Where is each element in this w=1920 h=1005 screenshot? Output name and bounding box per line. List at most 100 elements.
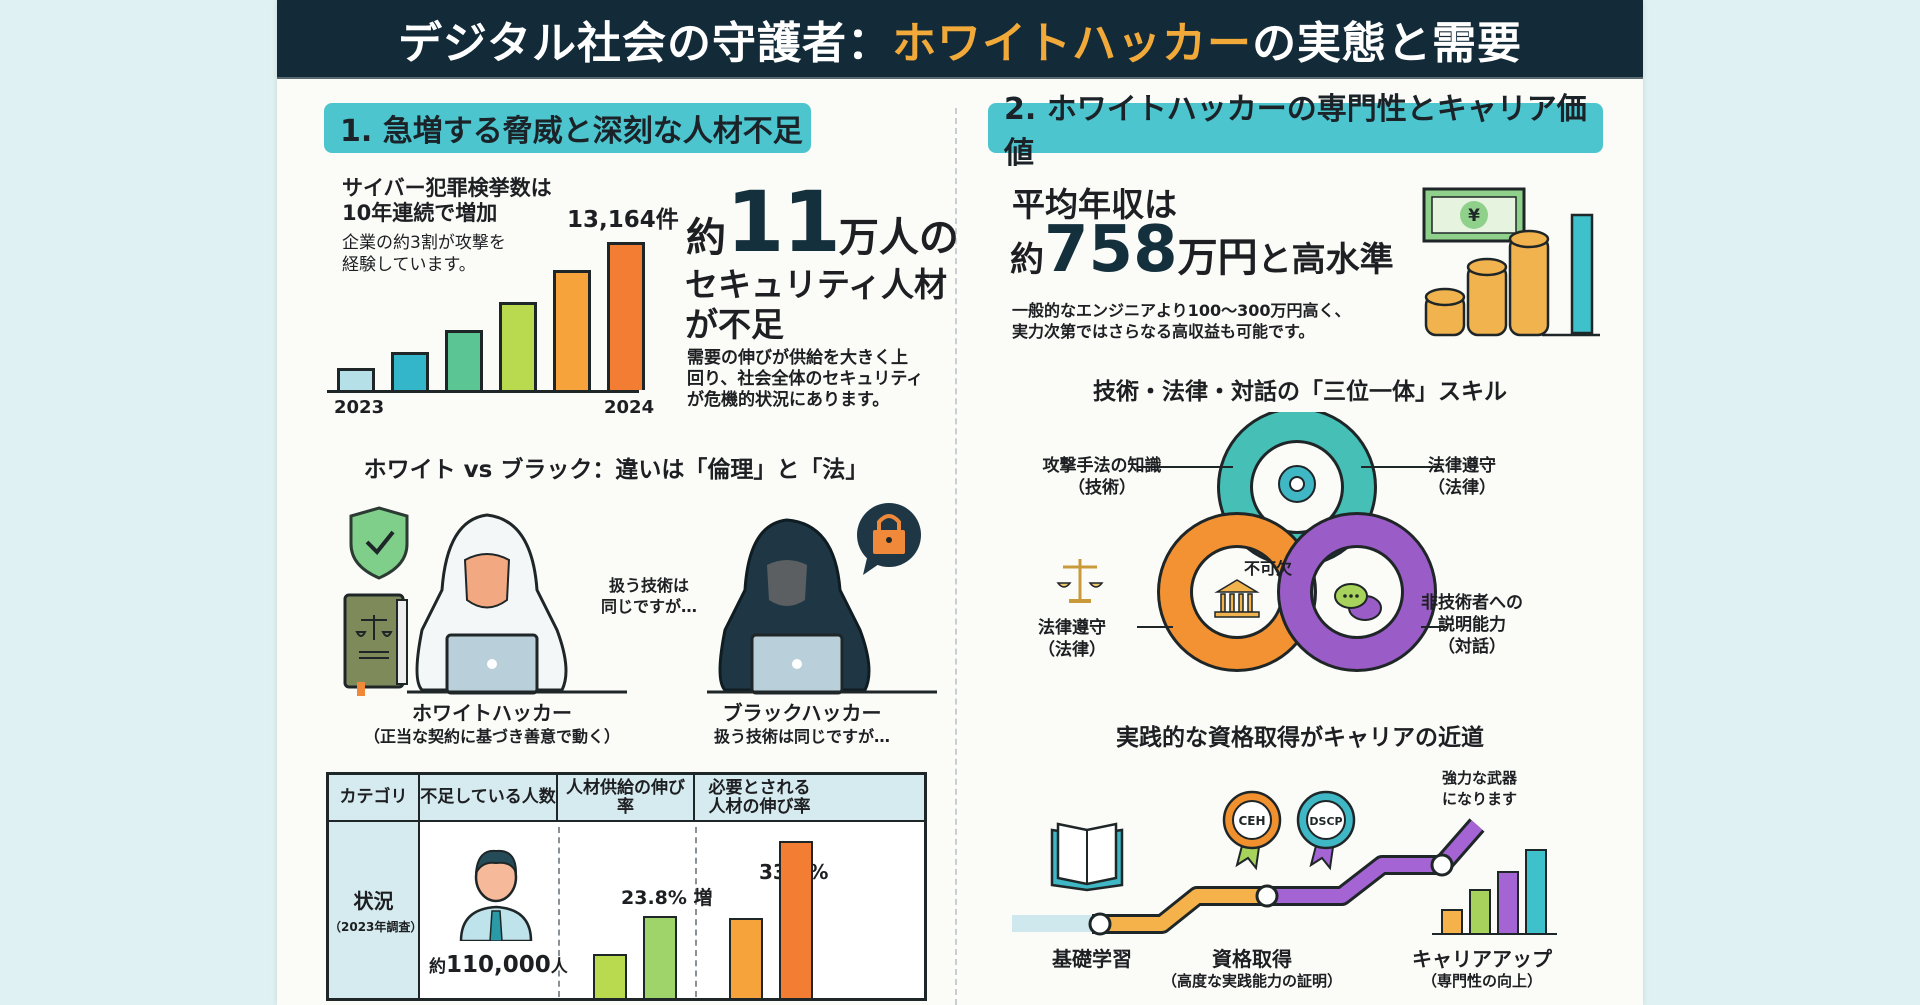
salary-desc-line2: 実力次第ではさらなる高収益も可能です。 xyxy=(1012,322,1315,341)
crime-sub-line2: 経験しています。 xyxy=(342,255,476,275)
black-hacker-label: ブラックハッカー xyxy=(722,701,882,725)
white-hacker-label: ホワイトハッカー xyxy=(412,701,572,725)
skill-law-left: 法律遵守 （法律） xyxy=(1017,617,1127,661)
shortage-suffix: 万人の xyxy=(838,215,959,261)
dscp-badge-icon: DSCP xyxy=(1296,790,1356,871)
crime-bar-chart xyxy=(327,230,645,393)
shortage-number: 11 xyxy=(726,173,841,271)
skill-law-left-line1: 法律遵守 xyxy=(1038,618,1106,638)
step-career-up: キャリアアップ xyxy=(1412,947,1552,971)
step-basic-learning: 基礎学習 xyxy=(1052,947,1132,971)
table-header-category: カテゴリ xyxy=(329,775,420,820)
chart-bar xyxy=(553,270,591,390)
supply-bar-before xyxy=(593,954,627,998)
career-growth-chart-icon xyxy=(1432,849,1557,935)
chart-bar xyxy=(337,368,375,390)
year-start-label: 2023 xyxy=(334,397,385,418)
crime-peak-label: 13,164件 xyxy=(567,207,679,233)
demand-bar-before xyxy=(729,918,763,998)
chart-bar xyxy=(499,302,537,390)
courthouse-icon xyxy=(1214,579,1260,618)
title-suffix: の実態と需要 xyxy=(1252,17,1523,69)
person-icon xyxy=(459,849,533,941)
shortage-line2: セキュリティ人材 xyxy=(685,265,948,304)
skill-law-right: 法律遵守 （法律） xyxy=(1407,455,1517,499)
title-prefix: デジタル社会の守護者： xyxy=(397,17,893,69)
table-header-shortage: 不足している人数 xyxy=(420,775,558,820)
section2-heading: 2. ホワイトハッカーの専門性とキャリア価値 xyxy=(988,92,1603,171)
ceh-badge-label: CEH xyxy=(1238,814,1265,828)
law-book-icon xyxy=(343,593,408,696)
chart-axis xyxy=(327,390,639,393)
yen-banknote-icon: ¥ xyxy=(1422,187,1526,243)
skill-law-left-line2: （法律） xyxy=(1038,640,1106,660)
table-header-demand: 必要とされる 人材の伸び率 xyxy=(695,775,824,820)
shortage-count-unit: 人 xyxy=(550,957,568,977)
ceh-badge-icon: CEH xyxy=(1222,790,1282,871)
skill-technology-line1: 攻撃手法の知識 xyxy=(1042,456,1162,476)
crime-subtext: 企業の約3割が攻撃を 経験しています。 xyxy=(342,232,506,276)
page-title: デジタル社会の守護者： ホワイトハッカー の実態と需要 xyxy=(277,0,1643,79)
skill-technology-line2: （技術） xyxy=(1068,478,1136,498)
step-certification-sub: （高度な実践能力の証明） xyxy=(1161,972,1342,990)
shield-check-icon xyxy=(349,506,409,580)
table-header-row: カテゴリ 不足している人数 人材供給の伸び率 必要とされる 人材の伸び率 xyxy=(329,775,924,822)
growth-bar-icon xyxy=(1570,213,1594,335)
trinity-diagram xyxy=(1137,412,1447,672)
supply-bar-after xyxy=(643,916,677,998)
open-book-icon xyxy=(1050,822,1124,892)
skill-technology: 攻撃手法の知識 （技術） xyxy=(1022,455,1182,499)
money-growth-icon: ¥ xyxy=(1422,187,1600,337)
salary-description: 一般的なエンジニアより100〜300万円高く、 実力次第ではさらなる高収益も可能… xyxy=(1012,300,1350,342)
infographic-poster: デジタル社会の守護者： ホワイトハッカー の実態と需要 1. 急増する脅威と深刻な人… xyxy=(277,0,1643,1005)
shortage-line3: が不足 xyxy=(685,305,784,344)
chart-bar xyxy=(445,330,483,390)
versus-title: ホワイト vs ブラック：違いは「倫理」と「法」 xyxy=(363,457,869,483)
weapon-note-line1: 強力な武器 xyxy=(1442,769,1518,787)
year-end-label: 2024 xyxy=(604,397,655,418)
demand-bar-after xyxy=(779,841,813,998)
chart-bar xyxy=(391,352,429,390)
gear-icon xyxy=(1278,465,1316,503)
skill-dialogue-line2: 説明能力 xyxy=(1438,615,1506,635)
svg-text:¥: ¥ xyxy=(1468,206,1480,226)
yen-coin-stack-icon xyxy=(1424,229,1550,337)
table-cell-category: 状況 （2023年調査） xyxy=(329,822,423,998)
salary-suffix: と高水準 xyxy=(1257,240,1394,280)
white-hacker-description: （正当な契約に基づき善意で動く） xyxy=(363,727,620,746)
skill-dialogue-line3: （対話） xyxy=(1438,637,1506,657)
shortage-table: カテゴリ 不足している人数 人材供給の伸び率 必要とされる 人材の伸び率 状況 … xyxy=(326,772,927,1001)
salary-figure: 約758万円と高水準 xyxy=(1010,218,1394,282)
dscp-badge-label: DSCP xyxy=(1309,815,1342,828)
table-header-supply: 人材供給の伸び率 xyxy=(558,775,695,820)
shortage-desc-line2: 回り、社会全体のセキュリティ xyxy=(687,369,924,389)
same-skill-note-line1: 扱う技術は xyxy=(609,576,690,595)
path-start-segment xyxy=(1012,915,1092,932)
step-certification: 資格取得 xyxy=(1212,947,1292,971)
speech-bubbles-icon xyxy=(1334,583,1382,621)
table-header-demand-line1: 必要とされる xyxy=(708,777,811,798)
table-header-demand-line2: 人材の伸び率 xyxy=(708,796,811,817)
skill-law-right-line1: 法律遵守 xyxy=(1428,456,1496,476)
salary-desc-line1: 一般的なエンジニアより100〜300万円高く、 xyxy=(1012,301,1351,320)
supply-growth-value: 23.8% 増 xyxy=(621,887,713,909)
shortage-count-value: 110,000 xyxy=(446,952,551,978)
cell-divider xyxy=(695,827,697,997)
crime-heading-line1: サイバー犯罪検挙数は xyxy=(342,176,552,200)
same-skill-note-line2: 同じですが… xyxy=(601,597,698,616)
white-hacker-illustration xyxy=(343,506,627,696)
career-path-diagram: CEH DSCP xyxy=(1012,790,1557,936)
shortage-count-prefix: 約 xyxy=(429,957,446,977)
shortage-subheadline: セキュリティ人材 が不足 xyxy=(685,265,947,345)
section1-heading: 1. 急増する脅威と深刻な人材不足 xyxy=(324,103,811,153)
weapon-note-line2: になります xyxy=(1442,790,1518,808)
skill-dialogue: 非技術者への 説明能力 （対話） xyxy=(1397,592,1547,658)
category-sublabel: （2023年調査） xyxy=(329,920,423,934)
shortage-prefix: 約 xyxy=(686,215,726,261)
category-label: 状況 xyxy=(353,889,394,913)
salary-number: 758 xyxy=(1044,213,1178,287)
shortage-description: 需要の伸びが供給を大きく上 回り、社会全体のセキュリティ が危機的状況にあります… xyxy=(687,348,923,411)
shortage-count: 約110,000人 xyxy=(429,952,568,978)
chart-bar xyxy=(607,242,645,390)
title-accent: ホワイトハッカー xyxy=(892,17,1253,69)
